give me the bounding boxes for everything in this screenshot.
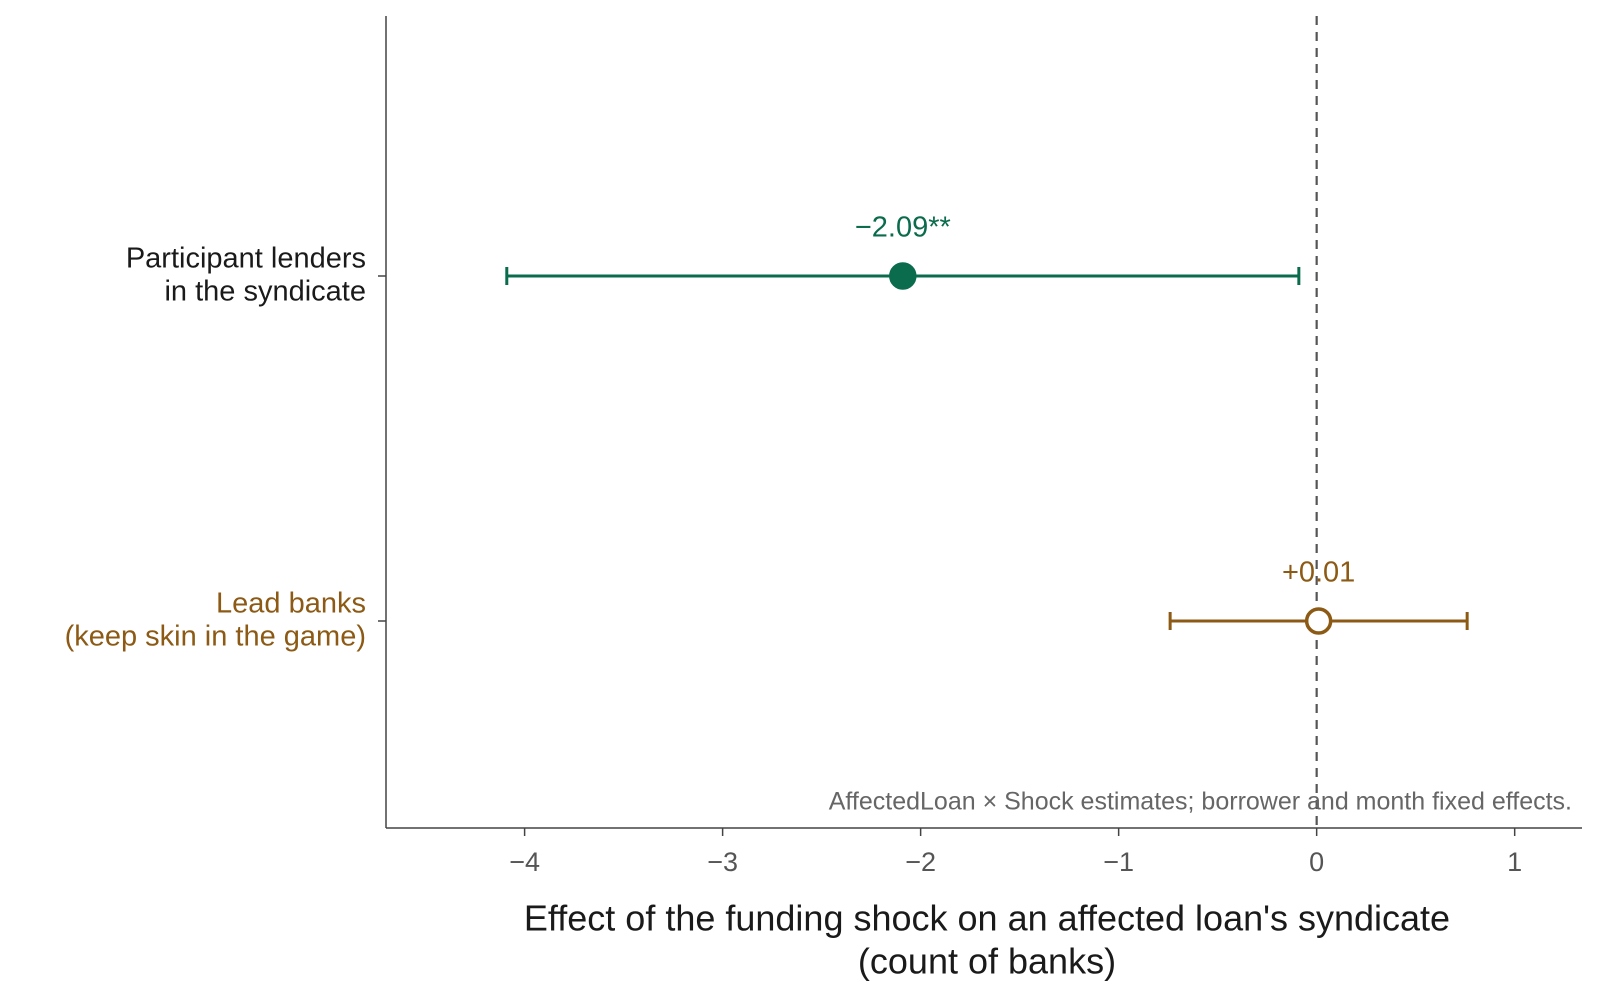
- value-label: −2.09**: [855, 212, 951, 244]
- annotation: AffectedLoan × Shock estimates; borrower…: [829, 788, 1572, 816]
- x-tick-label: 0: [1309, 847, 1324, 877]
- x-tick-label: 1: [1507, 847, 1522, 877]
- point: [1304, 607, 1333, 635]
- x-tick-label: −1: [1103, 847, 1134, 877]
- point: [889, 262, 917, 290]
- x-axis-label: Effect of the funding shock on an affect…: [524, 897, 1450, 981]
- y-tick-label: Participant lenders in the syndicate: [126, 242, 366, 307]
- x-tick-label: −2: [905, 847, 936, 877]
- y-tick-label: Lead banks (keep skin in the game): [65, 587, 366, 652]
- x-tick-label: −4: [509, 847, 540, 877]
- value-label: +0.01: [1282, 557, 1355, 589]
- x-tick-label: −3: [707, 847, 738, 877]
